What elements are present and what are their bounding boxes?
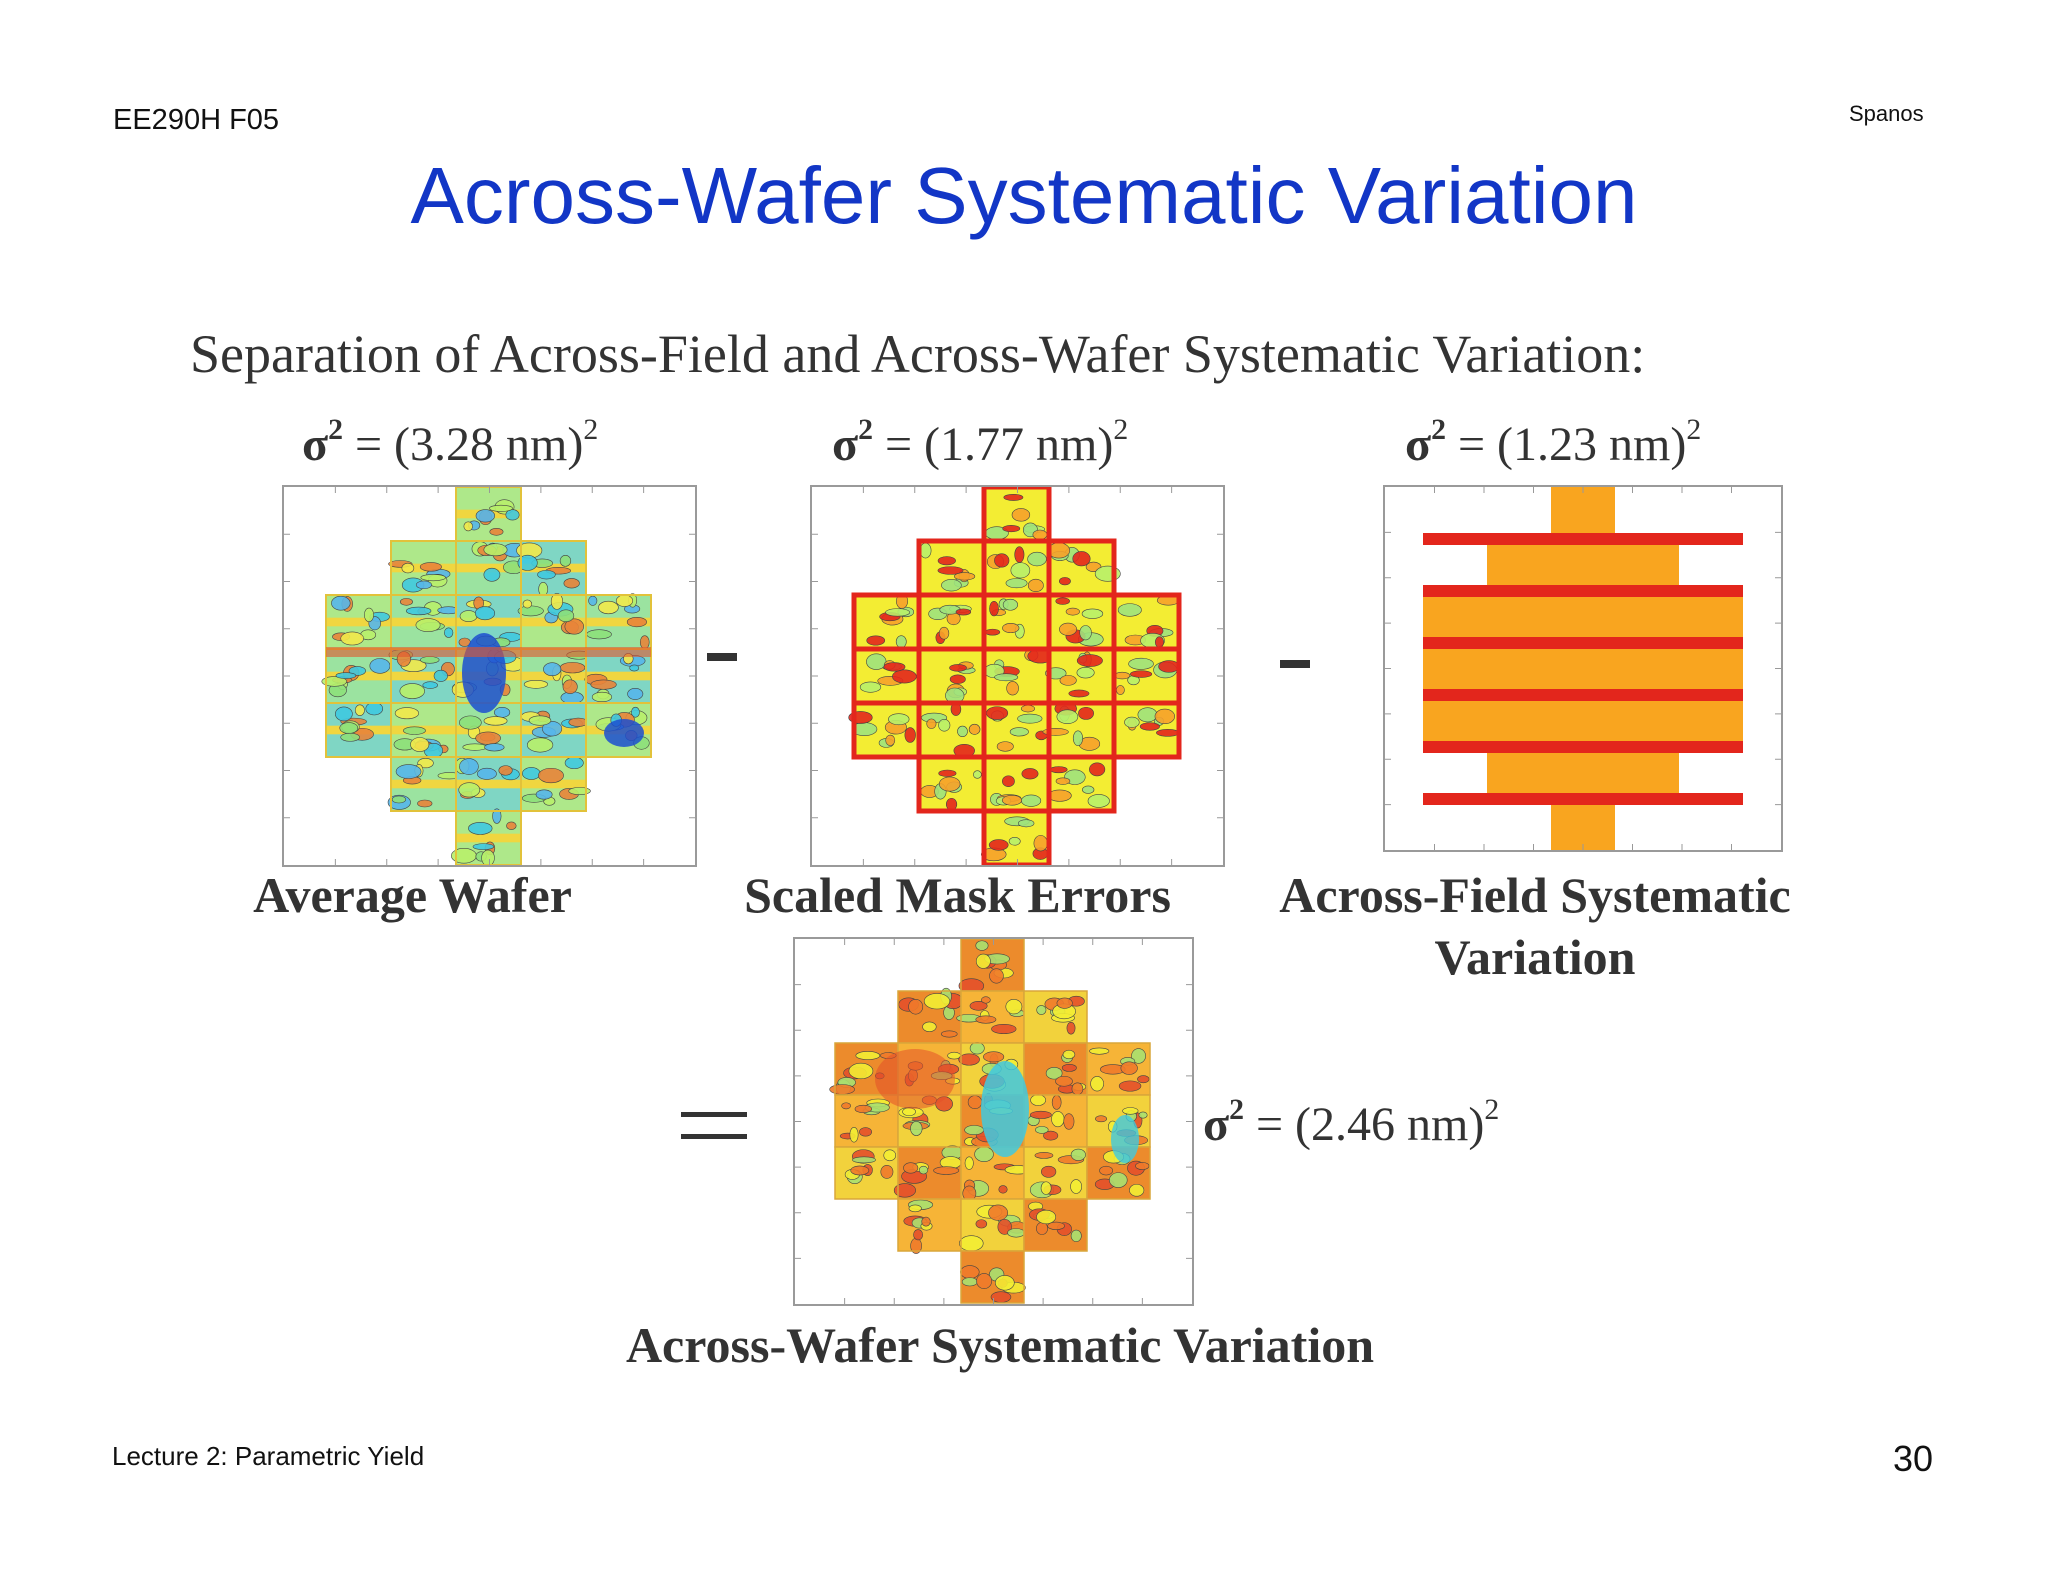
sigma-across-field: σ2 = (1.23 nm)2 <box>1405 413 1702 471</box>
author-label: Spanos <box>1849 101 1924 126</box>
caption-mask-errors: Scaled Mask Errors <box>744 867 1171 923</box>
slide-subtitle: Separation of Across-Field and Across-Wa… <box>190 324 1646 384</box>
page-number: 30 <box>1893 1438 1934 1479</box>
sigma-across-wafer: σ2 = (2.46 nm)2 <box>1203 1093 1500 1151</box>
course-label: EE290H F05 <box>113 104 280 136</box>
caption-across-field-line1: Across-Field Systematic <box>1279 867 1791 923</box>
caption-across-wafer: Across-Wafer Systematic Variation <box>625 1317 1375 1373</box>
minus-operator-1 <box>707 653 737 661</box>
wafer-map-mask-errors <box>810 485 1225 867</box>
wafer-map-mask-errors-image <box>812 487 1223 865</box>
footer-lecture: Lecture 2: Parametric Yield <box>112 1441 425 1471</box>
slide-title: Across-Wafer Systematic Variation <box>410 151 1638 240</box>
caption-average-wafer: Average Wafer <box>253 867 572 923</box>
equals-operator-bottom <box>681 1134 747 1139</box>
caption-across-field-line2: Variation <box>1434 929 1636 985</box>
wafer-map-average-image <box>284 487 695 865</box>
minus-operator-2 <box>1280 660 1310 668</box>
wafer-map-average <box>282 485 697 867</box>
sigma-average-wafer: σ2 = (3.28 nm)2 <box>302 413 599 471</box>
wafer-map-across-wafer <box>793 937 1194 1306</box>
wafer-map-across-field-image <box>1385 487 1781 850</box>
equals-operator-top <box>681 1112 747 1117</box>
sigma-mask-errors: σ2 = (1.77 nm)2 <box>832 413 1129 471</box>
wafer-map-across-wafer-image <box>795 939 1192 1304</box>
wafer-map-across-field <box>1383 485 1783 852</box>
